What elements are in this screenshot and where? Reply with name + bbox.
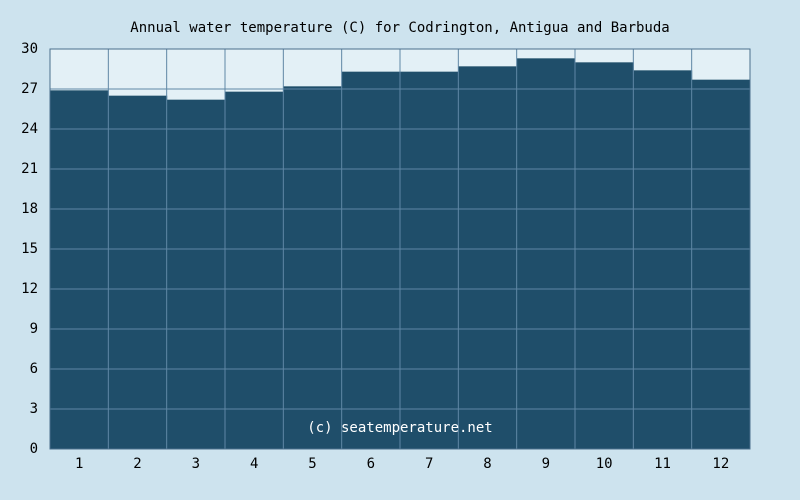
- x-tick-label: 11: [654, 456, 671, 472]
- y-tick-label: 24: [21, 121, 38, 137]
- x-tick-label: 3: [192, 456, 200, 472]
- bar: [283, 86, 343, 449]
- x-tick-label: 12: [712, 456, 729, 472]
- y-tick-label: 0: [30, 441, 38, 457]
- y-tick-label: 12: [21, 281, 38, 297]
- y-tick-label: 15: [21, 241, 38, 257]
- chart-title: Annual water temperature (C) for Codring…: [130, 20, 669, 36]
- bar: [50, 90, 109, 449]
- bar: [458, 66, 518, 449]
- y-tick-label: 6: [30, 361, 38, 377]
- bar: [400, 71, 459, 450]
- x-tick-label: 5: [308, 456, 316, 472]
- bar: [166, 99, 226, 450]
- bar: [225, 91, 284, 450]
- x-tick-label: 10: [596, 456, 613, 472]
- x-tick-label: 7: [425, 456, 433, 472]
- bar: [691, 79, 751, 450]
- y-tick-label: 18: [21, 201, 38, 217]
- bar: [341, 71, 401, 450]
- copyright-annotation: (c) seatemperature.net: [307, 420, 492, 436]
- y-tick-label: 3: [30, 401, 38, 417]
- bar: [575, 62, 634, 449]
- bar: [108, 95, 168, 450]
- y-tick-label: 9: [30, 321, 38, 337]
- plot-border: [49, 48, 751, 450]
- x-tick-label: 6: [367, 456, 375, 472]
- x-tick-label: 9: [542, 456, 550, 472]
- bar: [633, 70, 693, 449]
- y-tick-label: 21: [21, 161, 38, 177]
- x-tick-label: 8: [483, 456, 491, 472]
- x-tick-label: 1: [75, 456, 83, 472]
- y-tick-label: 30: [21, 41, 38, 57]
- bar: [516, 58, 576, 449]
- x-tick-label: 2: [133, 456, 141, 472]
- x-tick-label: 4: [250, 456, 258, 472]
- y-tick-label: 27: [21, 81, 38, 97]
